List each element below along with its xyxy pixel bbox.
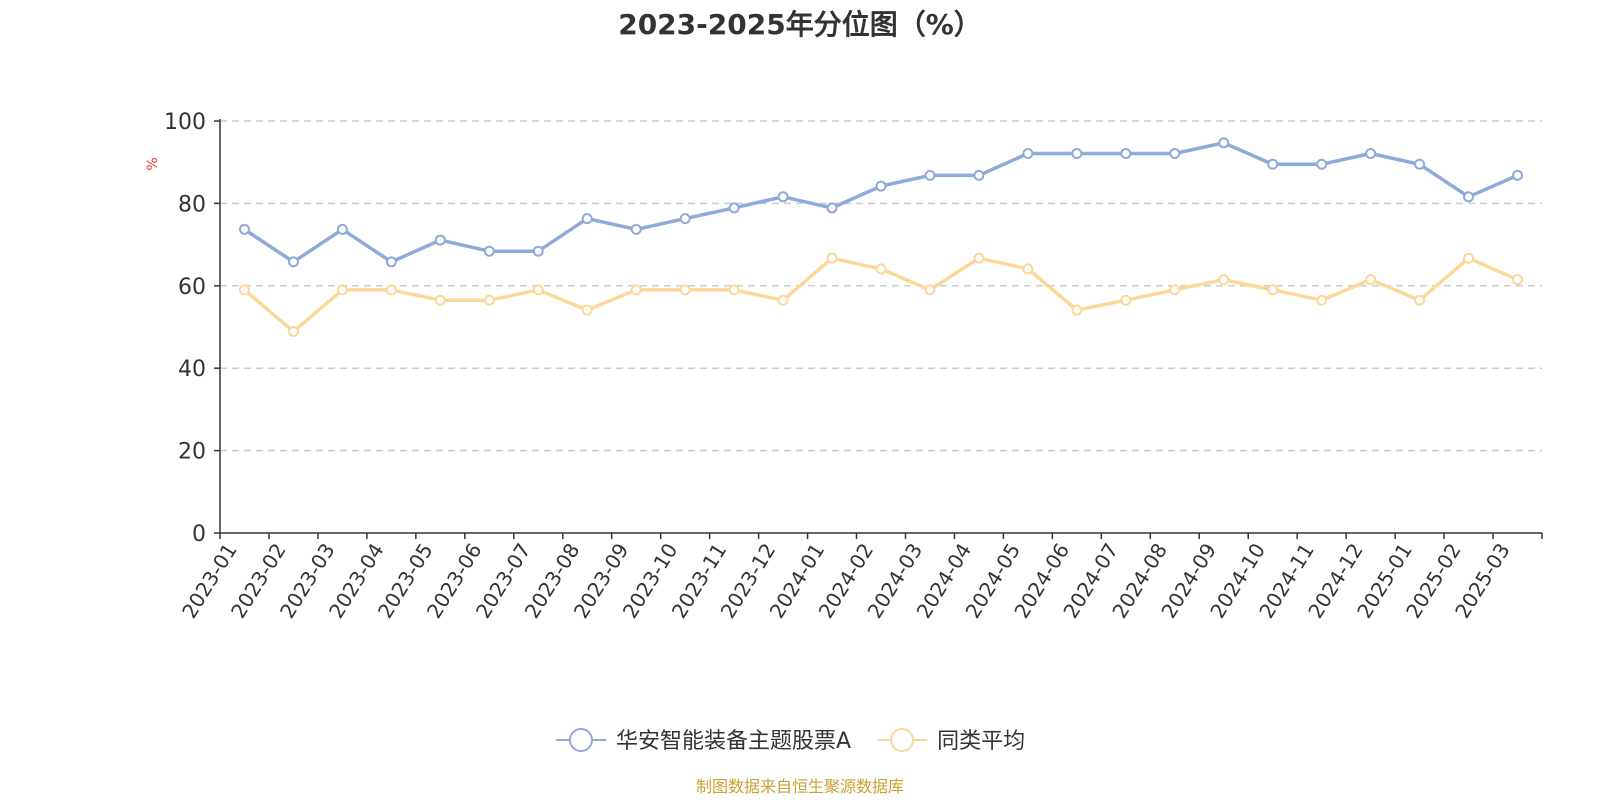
data-point <box>777 191 789 203</box>
data-point <box>875 263 887 275</box>
y-tick-label: 40 <box>178 357 206 382</box>
data-point <box>1120 148 1132 160</box>
data-point <box>1071 148 1083 160</box>
data-point <box>924 169 936 181</box>
y-tick-label: 60 <box>178 275 206 300</box>
data-point <box>434 234 446 246</box>
y-tick-label: 20 <box>178 440 206 465</box>
data-point <box>679 213 691 225</box>
data-point <box>728 202 740 214</box>
data-point <box>532 245 544 257</box>
data-point <box>1365 274 1377 286</box>
data-point <box>1218 137 1230 149</box>
data-point <box>777 294 789 306</box>
y-tick-label: 0 <box>192 522 206 547</box>
data-point <box>483 245 495 257</box>
legend-label: 同类平均 <box>937 729 1025 754</box>
legend-marker <box>890 728 915 752</box>
data-point <box>1267 158 1279 170</box>
data-point <box>630 284 642 296</box>
data-point <box>1414 158 1426 170</box>
data-point <box>581 304 593 316</box>
y-tick-label: 100 <box>164 110 206 135</box>
data-point <box>875 180 887 192</box>
y-axis-unit-label: % <box>145 157 161 170</box>
data-point <box>728 284 740 296</box>
data-point <box>1218 274 1230 286</box>
data-point <box>1365 148 1377 160</box>
data-point <box>483 294 495 306</box>
data-point <box>336 223 348 235</box>
data-point <box>1120 294 1132 306</box>
data-point <box>1169 284 1181 296</box>
data-point <box>924 284 936 296</box>
data-point <box>385 256 397 268</box>
y-tick-label: 80 <box>178 192 206 217</box>
source-note: 制图数据来自恒生聚源数据库 <box>696 777 904 796</box>
series <box>238 137 1524 338</box>
legend-label: 华安智能装备主题股票A <box>616 729 851 754</box>
data-point <box>679 284 691 296</box>
chart-title: 2023-2025年分位图（%） <box>618 8 982 41</box>
data-point <box>238 223 250 235</box>
data-point <box>1414 294 1426 306</box>
data-point <box>1022 263 1034 275</box>
x-axis-ticks: 2023-012023-022023-032023-042023-052023-… <box>177 533 1543 623</box>
data-point <box>973 252 985 264</box>
data-point <box>385 284 397 296</box>
data-point <box>1512 274 1524 286</box>
data-point <box>826 252 838 264</box>
data-point <box>532 284 544 296</box>
data-point <box>826 202 838 214</box>
data-point <box>1512 169 1524 181</box>
data-point <box>238 284 250 296</box>
data-point <box>1071 304 1083 316</box>
data-point <box>630 223 642 235</box>
data-point <box>434 294 446 306</box>
data-point <box>1267 284 1279 296</box>
y-axis-ticks: 0 20 40 60 80 100 <box>164 110 220 547</box>
data-point <box>336 284 348 296</box>
data-point <box>1463 191 1475 203</box>
data-point <box>1022 148 1034 160</box>
data-point <box>973 169 985 181</box>
data-point <box>581 213 593 225</box>
legend-marker <box>569 728 593 752</box>
data-point <box>1316 294 1328 306</box>
data-point <box>1463 252 1475 264</box>
data-point <box>287 326 299 338</box>
data-point <box>1169 148 1181 160</box>
series-line-0 <box>242 141 1520 264</box>
data-point <box>1316 158 1328 170</box>
axes <box>219 119 1542 534</box>
data-point <box>287 256 299 268</box>
grid-lines <box>220 120 1542 452</box>
legend: 华安智能装备主题股票A 同类平均 <box>556 728 1025 754</box>
